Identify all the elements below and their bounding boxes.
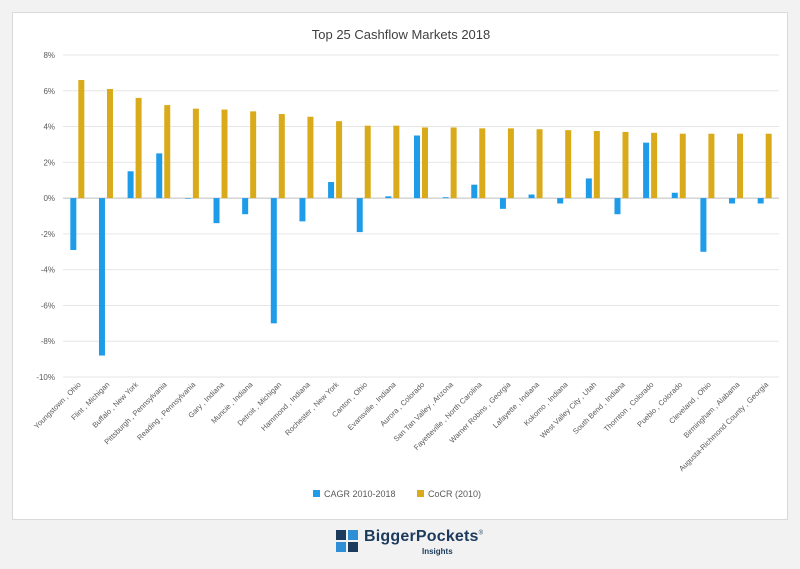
y-axis-ticks: 8% 6% 4% 2% 0% -2% -4% -6% -8% -10%: [36, 51, 55, 382]
cocr-bar: [192, 108, 199, 199]
y-tick-label: 4%: [43, 123, 55, 132]
cocr-bar: [422, 127, 428, 199]
cocr-bar: [278, 114, 285, 199]
cocr-bar: [622, 131, 629, 199]
y-tick-label: 8%: [43, 51, 55, 60]
bar-series: [70, 80, 772, 356]
cocr-bar: [307, 116, 314, 199]
legend: CAGR 2010-2018 CoCR (2010): [313, 489, 481, 499]
cagr-bar: [700, 198, 707, 252]
cagr-bar: [184, 198, 191, 199]
cocr-bar: [593, 131, 600, 199]
cocr-bar: [364, 125, 371, 199]
cagr-bar: [328, 182, 335, 199]
cocr-bar: [250, 111, 257, 199]
cagr-bar: [156, 153, 163, 199]
cagr-bar: [356, 198, 363, 233]
cocr-bar: [737, 133, 744, 199]
cagr-bar: [242, 198, 249, 215]
cagr-bar: [98, 198, 105, 356]
x-tick-label: South Bend , Indiana: [571, 379, 627, 435]
x-tick-label: Youngstown , Ohio: [32, 380, 83, 431]
cagr-bar: [557, 198, 564, 204]
cocr-bar: [106, 88, 113, 199]
cocr-bar: [507, 128, 514, 199]
cagr-bar: [385, 196, 392, 199]
y-tick-label: -2%: [41, 230, 55, 239]
cocr-bar: [393, 125, 400, 199]
y-tick-label: -4%: [41, 266, 55, 275]
cagr-bar: [671, 192, 678, 199]
cocr-bar: [565, 130, 572, 199]
cagr-bar: [213, 198, 220, 224]
cagr-bar: [585, 178, 592, 199]
legend-swatch-cocr: [417, 490, 424, 497]
logo-mark-icon: [336, 530, 358, 552]
y-tick-label: 0%: [43, 194, 55, 203]
cagr-bar: [414, 135, 420, 199]
chart-title: Top 25 Cashflow Markets 2018: [312, 27, 490, 42]
cagr-bar: [70, 198, 77, 250]
cagr-bar: [471, 184, 478, 199]
cagr-bar: [528, 194, 535, 199]
cocr-bar: [135, 97, 142, 199]
cagr-bar: [270, 198, 277, 324]
y-tick-label: -6%: [41, 301, 55, 310]
cagr-bar: [499, 198, 506, 209]
cocr-bar: [765, 133, 772, 199]
cagr-bar: [729, 198, 736, 204]
cagr-bar: [442, 197, 449, 199]
gridlines: [63, 54, 779, 378]
cocr-bar: [651, 132, 658, 199]
x-tick-label: Rochester , New York: [283, 380, 341, 438]
x-tick-label: Hammond , Indiana: [259, 379, 312, 432]
y-tick-label: 6%: [43, 87, 55, 96]
bar-chart: Top 25 Cashflow Markets 2018 8% 6% 4% 2% 0% -…: [32, 27, 779, 499]
legend-label-cocr: CoCR (2010): [428, 489, 481, 499]
legend-label-cagr: CAGR 2010-2018: [324, 489, 396, 499]
biggerpockets-logo: BiggerPockets® Insights: [336, 528, 483, 560]
cocr-bar: [479, 128, 486, 199]
cagr-bar: [757, 198, 764, 204]
chart-card: Top 25 Cashflow Markets 2018 8% 6% 4% 2% 0% -…: [12, 12, 788, 520]
cocr-bar: [78, 80, 85, 199]
logo-sub-text: Insights: [422, 547, 453, 556]
cocr-bar: [336, 121, 343, 199]
cocr-bar: [221, 109, 228, 199]
x-tick-label: Thornton , Colorado: [602, 380, 656, 434]
logo-brand-text: BiggerPockets®: [364, 528, 484, 545]
cocr-bar: [164, 105, 171, 199]
y-tick-label: 2%: [43, 158, 55, 167]
y-tick-label: -10%: [36, 373, 55, 382]
cocr-bar: [450, 127, 457, 199]
cocr-bar: [536, 129, 543, 199]
legend-swatch-cagr: [313, 490, 320, 497]
y-tick-label: -8%: [41, 337, 55, 346]
cocr-bar: [708, 133, 715, 199]
cagr-bar: [614, 198, 621, 215]
cocr-bar: [679, 133, 686, 199]
cagr-bar: [643, 142, 650, 199]
cagr-bar: [127, 171, 134, 199]
cagr-bar: [299, 198, 306, 222]
x-tick-label: Evansville , Indiana: [346, 379, 399, 432]
